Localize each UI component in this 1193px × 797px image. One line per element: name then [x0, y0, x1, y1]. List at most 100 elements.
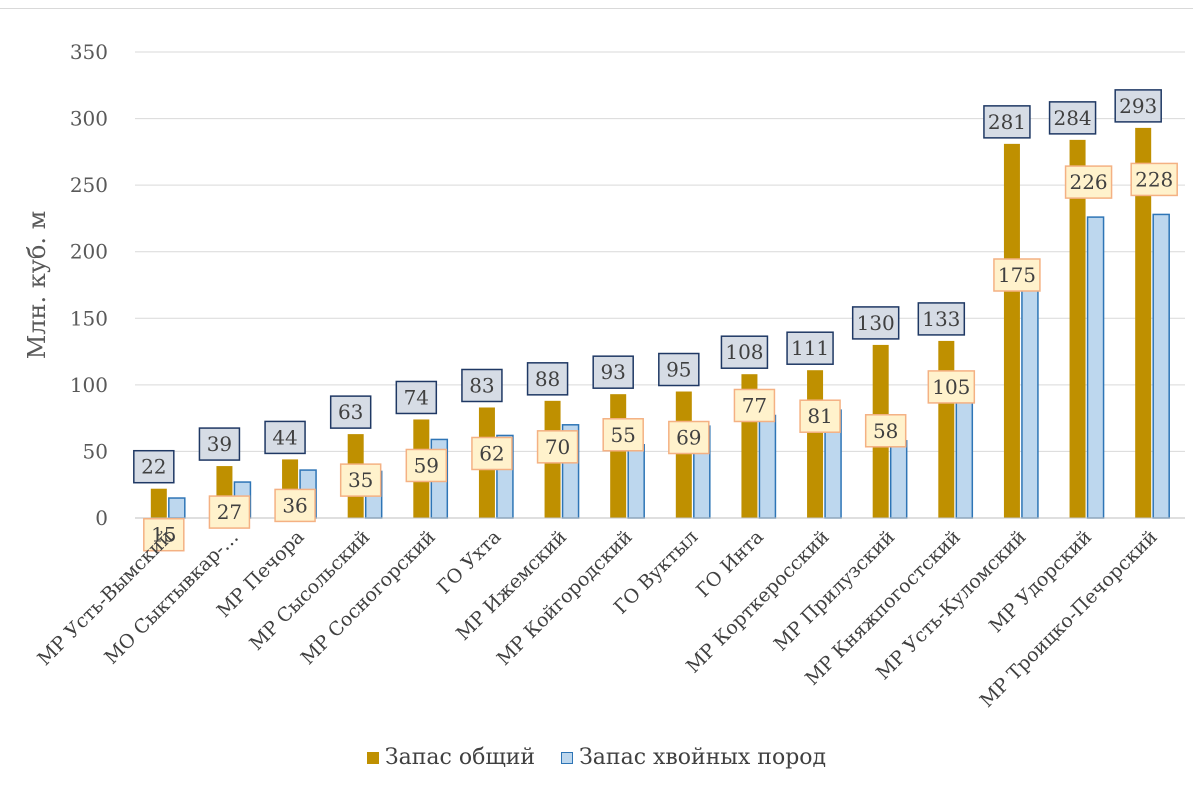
- data-label-total-box: [461, 368, 503, 403]
- bar-conifer: [889, 440, 908, 519]
- data-label-conifer-box: [143, 517, 185, 552]
- data-label-conifer-box: [1064, 165, 1113, 199]
- y-tick-label: 150: [70, 306, 108, 330]
- data-label-conifer-box: [927, 370, 976, 404]
- y-axis-title: Млн. куб. м: [23, 211, 51, 360]
- bar-conifer: [168, 497, 186, 519]
- data-label-conifer-box: [799, 399, 841, 433]
- data-label-total-box: [720, 335, 769, 369]
- data-label-conifer-box: [733, 388, 776, 423]
- data-label-conifer: 77: [742, 393, 767, 417]
- data-label-total-box: [592, 355, 634, 389]
- data-label-conifer-box: [536, 430, 579, 464]
- bar-conifer: [627, 444, 645, 519]
- data-label-conifer: 15: [151, 523, 176, 547]
- data-label-total: 281: [988, 110, 1026, 134]
- y-tick-label: 200: [70, 240, 108, 264]
- bar-total: [1069, 139, 1086, 519]
- data-label-conifer-box: [602, 418, 644, 452]
- legend: Запас общий Запас хвойных пород: [0, 745, 1193, 770]
- top-border-line: [0, 8, 1193, 9]
- y-tick-label: 100: [70, 373, 108, 397]
- data-label-total: 74: [404, 385, 429, 409]
- data-label-conifer: 58: [873, 419, 898, 443]
- bar-total: [807, 370, 824, 518]
- data-label-conifer: 175: [998, 263, 1036, 287]
- data-label-conifer-box: [405, 448, 448, 483]
- data-label-total-box: [917, 302, 966, 336]
- data-label-conifer: 27: [217, 500, 242, 524]
- bar-conifer: [1152, 213, 1170, 519]
- data-label-total-box: [658, 352, 700, 387]
- legend-swatch-conifer: [561, 751, 574, 764]
- data-label-conifer: 105: [932, 375, 970, 399]
- data-label-conifer: 81: [807, 404, 832, 428]
- y-tick-label: 0: [95, 506, 108, 530]
- data-label-conifer: 69: [676, 426, 701, 450]
- data-label-total: 130: [857, 311, 895, 335]
- data-label-conifer: 70: [545, 435, 570, 459]
- data-label-total: 83: [469, 373, 494, 397]
- data-label-total: 284: [1053, 106, 1091, 130]
- y-tick-label: 300: [70, 107, 108, 131]
- bar-conifer: [1086, 216, 1105, 519]
- legend-swatch-total: [366, 751, 379, 764]
- x-tick-label: МР Прилузский: [770, 526, 899, 656]
- data-label-total-box: [395, 380, 438, 415]
- data-label-total: 63: [338, 400, 363, 424]
- data-label-conifer: 36: [282, 493, 307, 517]
- data-label-total-box: [329, 395, 372, 429]
- bar-total: [938, 340, 955, 518]
- legend-label-conifer: Запас хвойных пород: [579, 745, 827, 770]
- x-tick-label: МР Ижемский: [452, 526, 571, 645]
- data-label-total-box: [1048, 101, 1097, 135]
- data-label-total: 293: [1119, 94, 1157, 118]
- y-tick-label: 50: [83, 439, 108, 463]
- data-label-total: 95: [666, 358, 691, 382]
- data-label-total-box: [851, 306, 900, 340]
- bar-total: [610, 394, 627, 518]
- bar-conifer: [758, 414, 777, 519]
- legend-label-total: Запас общий: [384, 745, 536, 770]
- data-label-conifer-box: [1130, 162, 1178, 197]
- data-label-conifer: 62: [479, 441, 504, 465]
- data-label-conifer-box: [993, 258, 1041, 292]
- data-label-total-box: [526, 362, 569, 396]
- data-label-total-box: [133, 449, 175, 484]
- data-label-total: 22: [141, 455, 166, 479]
- x-tick-label: МР Сысольский: [245, 526, 374, 655]
- data-label-conifer: 55: [610, 423, 635, 447]
- data-label-conifer: 35: [348, 468, 373, 492]
- data-label-total: 93: [600, 360, 625, 384]
- bar-total: [1135, 127, 1152, 519]
- data-label-conifer: 226: [1069, 170, 1107, 194]
- y-tick-label: 250: [70, 173, 108, 197]
- data-label-conifer-box: [864, 414, 907, 448]
- data-label-conifer-box: [668, 420, 710, 455]
- data-label-total: 44: [272, 425, 297, 449]
- bar-total: [150, 488, 167, 518]
- data-label-total-box: [786, 331, 834, 365]
- data-label-conifer: 228: [1135, 167, 1173, 191]
- data-label-total: 88: [535, 367, 560, 391]
- data-label-total-box: [983, 105, 1031, 139]
- data-label-total-box: [198, 427, 241, 461]
- data-label-conifer-box: [208, 495, 251, 529]
- bar-chart: 0 50 100 150 200 250 300 350 Млн. куб. м 22 15 39 27…: [23, 40, 1185, 712]
- data-label-total: 111: [791, 336, 829, 360]
- data-label-total: 108: [725, 340, 763, 364]
- y-tick-label: 350: [70, 40, 108, 64]
- data-label-total: 133: [922, 307, 960, 331]
- data-label-total-box: [264, 420, 306, 455]
- data-label-conifer: 59: [414, 453, 439, 477]
- data-label-total: 39: [207, 432, 232, 456]
- bar-conifer: [1021, 284, 1039, 519]
- data-label-total-box: [1114, 89, 1162, 123]
- data-label-conifer-box: [471, 436, 513, 471]
- data-label-conifer-box: [339, 463, 382, 497]
- legend-item-total: Запас общий: [366, 745, 536, 770]
- data-label-conifer-box: [274, 488, 316, 523]
- bar-total: [675, 391, 692, 518]
- bar-total: [1003, 143, 1020, 518]
- legend-item-conifer: Запас хвойных пород: [561, 745, 826, 770]
